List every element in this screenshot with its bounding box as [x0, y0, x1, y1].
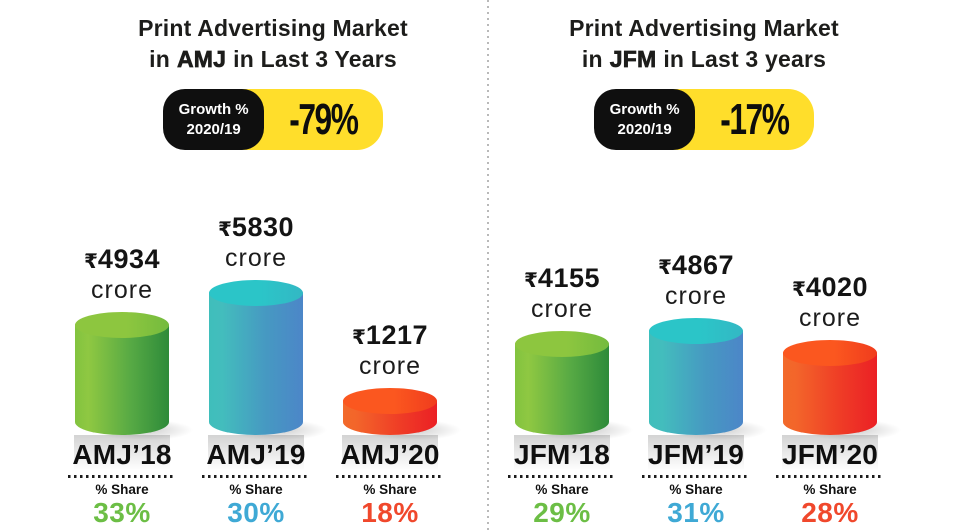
share-value: 29%: [533, 496, 591, 528]
bar-column-jfm20: ₹4020 crore JFM’20 % Share 28%: [772, 150, 908, 528]
bar-value: 4867: [671, 250, 734, 280]
bar-value-label: ₹4020 crore: [792, 274, 868, 332]
bar-reflection: [648, 435, 744, 477]
bar-value: 5830: [231, 212, 294, 242]
bar-reflection: [782, 435, 878, 477]
bar-reflection: [208, 435, 304, 477]
bar-cylinder-jfm18: [515, 331, 609, 435]
bar-year-label: AMJ’19: [206, 439, 306, 470]
rupee-symbol: ₹: [792, 279, 806, 301]
chart-title-jfm: Print Advertising Market in JFM in Last 3 …: [569, 13, 839, 75]
bar-year-label: AMJ’18: [72, 439, 172, 470]
bar-cylinder-jfm19: [649, 318, 743, 435]
bar-unit: crore: [359, 352, 421, 380]
bar-value-label: ₹4155 crore: [524, 265, 600, 323]
bar-unit: crore: [799, 304, 861, 332]
dotted-underline: [68, 475, 176, 478]
bar-year-label: AMJ’20: [340, 439, 440, 470]
share-value: 31%: [667, 496, 725, 528]
title-line1: Print Advertising Market: [569, 15, 839, 41]
dotted-underline: [642, 475, 750, 478]
growth-badge-value: -17%: [720, 94, 790, 144]
share-value: 18%: [361, 496, 419, 528]
bar-value: 4020: [805, 272, 868, 302]
bar-unit: crore: [665, 282, 727, 310]
bar-column-amj19: ₹5830 crore AMJ’19 % Share 30%: [198, 150, 334, 528]
title-line2: in JFM in Last 3 years: [581, 46, 827, 73]
bar-column-jfm19: ₹4867 crore JFM’19 % Share 31%: [638, 150, 774, 528]
bars-jfm: ₹4155 crore JFM’18 % Share 29% ₹4867 cro…: [452, 150, 940, 528]
share-value: 33%: [93, 496, 151, 528]
dotted-underline: [202, 475, 310, 478]
bars-amj: ₹4934 crore AMJ’18 % Share 33% ₹5830 cro…: [12, 150, 500, 528]
growth-badge-value: -79%: [289, 94, 359, 144]
bar-value-label: ₹4867 crore: [658, 252, 734, 310]
bar-unit: crore: [225, 244, 287, 272]
panel-amj-header: Print Advertising Market in AMJ in Last 3 …: [29, 0, 517, 150]
dotted-underline: [508, 475, 616, 478]
quarter-token: AMJ: [176, 46, 227, 73]
panel-amj: Print Advertising Market in AMJ in Last 3 …: [0, 0, 488, 530]
bar-value: 4155: [537, 263, 600, 293]
share-value: 28%: [801, 496, 859, 528]
bar-reflection: [342, 435, 438, 477]
bar-column-jfm18: ₹4155 crore JFM’18 % Share 29%: [504, 150, 640, 528]
bar-value: 4934: [97, 244, 160, 274]
growth-badge-label: Growth % 2020/19: [594, 89, 696, 150]
bar-unit: crore: [531, 295, 593, 323]
dotted-underline: [776, 475, 884, 478]
bar-reflection: [514, 435, 610, 477]
rupee-symbol: ₹: [658, 257, 672, 279]
share-label: % Share: [363, 481, 417, 497]
title-line1: Print Advertising Market: [138, 15, 408, 41]
bar-year-label: JFM’19: [647, 439, 745, 470]
rupee-symbol: ₹: [218, 219, 232, 241]
bar-cylinder-amj19: [209, 280, 303, 435]
bar-year-label: JFM’20: [781, 439, 879, 470]
share-value: 30%: [227, 496, 285, 528]
bar-value-label: ₹5830 crore: [218, 214, 294, 272]
panel-jfm: Print Advertising Market in JFM in Last 3 …: [489, 0, 977, 530]
panel-divider-dotted-line: [487, 0, 489, 530]
chart-title-amj: Print Advertising Market in AMJ in Last 3 …: [138, 13, 408, 75]
share-label: % Share: [95, 481, 149, 497]
quarter-token: JFM: [609, 46, 657, 73]
share-label: % Share: [803, 481, 857, 497]
growth-badge-label: Growth % 2020/19: [163, 89, 265, 150]
rupee-symbol: ₹: [524, 270, 538, 292]
share-label: % Share: [669, 481, 723, 497]
bar-value-label: ₹1217 crore: [352, 322, 428, 380]
bar-value: 1217: [365, 320, 428, 350]
growth-badge-amj: Growth % 2020/19 -79%: [163, 89, 383, 150]
dotted-underline: [336, 475, 444, 478]
bar-cylinder-jfm20: [783, 340, 877, 435]
bar-year-label: JFM’18: [513, 439, 611, 470]
bar-cylinder-amj20: [343, 388, 437, 435]
bar-column-amj20: ₹1217 crore AMJ’20 % Share 18%: [332, 150, 468, 528]
rupee-symbol: ₹: [84, 251, 98, 273]
rupee-symbol: ₹: [352, 327, 366, 349]
bar-reflection: [74, 435, 170, 477]
share-label: % Share: [229, 481, 283, 497]
panel-jfm-header: Print Advertising Market in JFM in Last 3 …: [460, 0, 948, 150]
bar-cylinder-amj18: [75, 312, 169, 435]
share-label: % Share: [535, 481, 589, 497]
bar-unit: crore: [91, 276, 153, 304]
bar-value-label: ₹4934 crore: [84, 246, 160, 304]
title-line2: in AMJ in Last 3 Years: [149, 46, 397, 73]
bar-column-amj18: ₹4934 crore AMJ’18 % Share 33%: [64, 150, 200, 528]
growth-badge-jfm: Growth % 2020/19 -17%: [594, 89, 814, 150]
